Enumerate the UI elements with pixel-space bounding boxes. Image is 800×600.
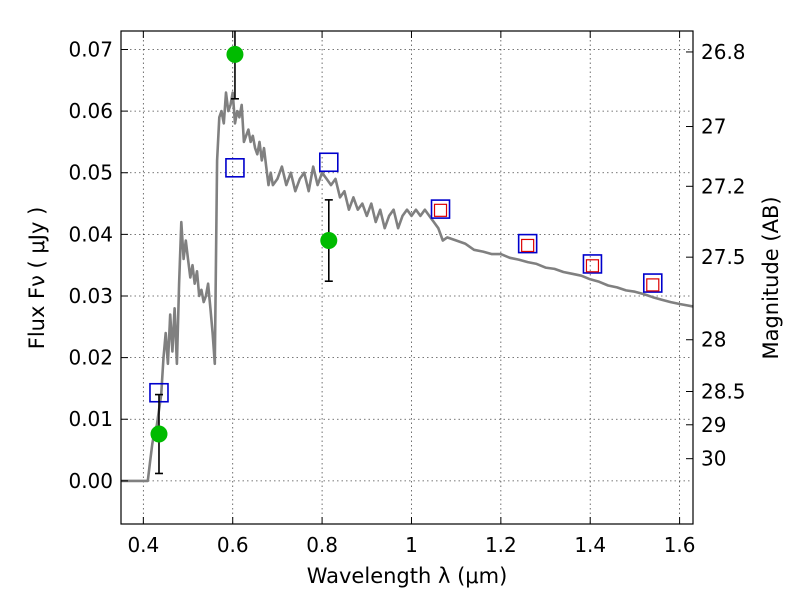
x-tick-label: 0.6 [217, 533, 249, 557]
model-photometry-point [582, 254, 603, 274]
inner-photometry-point [585, 259, 600, 273]
model-photometry-point [318, 152, 339, 173]
y-tick-label: 0.06 [68, 99, 113, 123]
x-axis-label: Wavelength λ (μm) [307, 564, 508, 588]
x-tick-label: 1.2 [485, 533, 517, 557]
y-tick-label: 0.01 [68, 407, 113, 431]
y-tick-label: 0.05 [68, 161, 113, 185]
y-tick-label: 0.00 [68, 469, 113, 493]
axes-frame [120, 30, 694, 525]
y-tick-label: 0.04 [68, 222, 113, 246]
y2-tick-label: 27 [701, 115, 726, 139]
observed-flux-point [320, 232, 338, 250]
x-tick-label: 1.4 [574, 533, 606, 557]
y2-tick-label: 30 [701, 447, 726, 471]
x-tick-label: 1 [405, 533, 418, 557]
inner-photometry-point [646, 278, 660, 292]
x-tick-label: 0.4 [127, 533, 159, 557]
inner-photometry-point [521, 238, 535, 253]
y2-tick-label: 27.5 [701, 245, 746, 269]
y-tick-label: 0.03 [68, 284, 113, 308]
model-photometry-point [517, 233, 538, 254]
y2-axis-label: Magnitude (AB) [759, 196, 783, 359]
y2-tick-label: 28 [701, 328, 726, 352]
model-photometry-point [430, 199, 451, 219]
inner-photometry-point [433, 203, 448, 217]
observed-flux-point [226, 45, 244, 63]
y-tick-label: 0.02 [68, 346, 113, 370]
model-spectrum-line [121, 91, 693, 483]
y2-tick-label: 27.2 [701, 174, 746, 198]
ticks-layer: 0.4 0.6 0.8 1 1.2 1.4 1.6 0.00 0.01 0.02 0.03 0.04 0… [68, 31, 746, 557]
y-tick-label: 0.07 [68, 37, 113, 61]
y2-tick-label: 28.5 [701, 380, 746, 404]
grid-layer [121, 31, 693, 524]
y2-tick-label: 26.8 [701, 40, 746, 64]
observed-flux-point [150, 425, 168, 443]
x-tick-label: 0.8 [306, 533, 338, 557]
y2-tick-label: 29 [701, 413, 726, 437]
model-photometry-point [642, 273, 663, 293]
y-axis-label: Flux Fν ( μJy ) [25, 207, 49, 350]
model-photometry-point [225, 158, 245, 178]
plot-area [121, 31, 693, 483]
x-tick-label: 1.6 [664, 533, 696, 557]
